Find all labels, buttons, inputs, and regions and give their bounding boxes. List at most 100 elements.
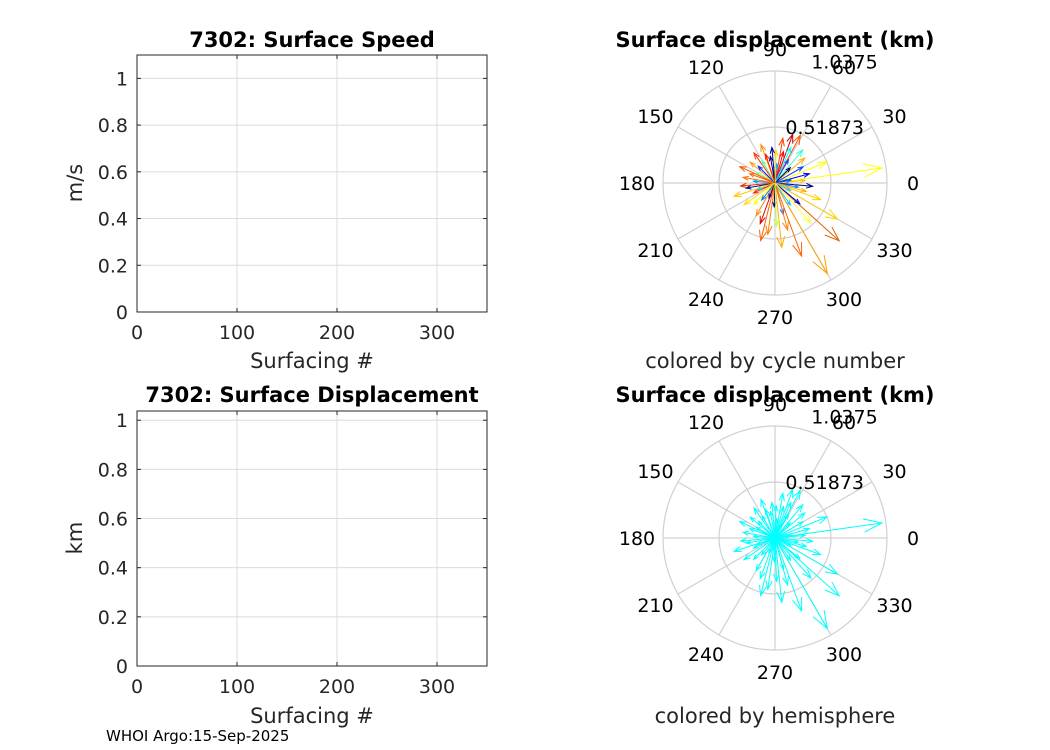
displacement-arrowhead (800, 542, 808, 548)
speed-plot-area (137, 55, 487, 312)
displacement-arrowhead (760, 195, 767, 202)
displacement-arrow (743, 531, 776, 539)
x-tick-label: 200 (319, 322, 355, 344)
displacement-arrow (739, 166, 776, 184)
displacement-arrow (733, 537, 776, 552)
displacement-arrowhead (738, 165, 747, 172)
displacement-arrowhead (785, 166, 792, 173)
speed-y-ticks: 0 0.2 0.4 0.6 0.8 1 (98, 68, 487, 324)
displacement-arrow (753, 152, 776, 184)
displacement-arrow (774, 182, 783, 248)
displacement-arrow (774, 493, 784, 539)
displacement-arrowhead (768, 154, 774, 162)
speed-x-ticks: 0 100 200 300 (131, 55, 455, 344)
displacement-arrow (769, 156, 776, 184)
displacement-arrow (774, 182, 778, 227)
displacement-arrowhead (793, 539, 800, 544)
displacement-arrowhead (759, 229, 768, 243)
radial-tick-label: 0.51873 (785, 472, 864, 494)
displacement-arrowhead (802, 172, 811, 178)
displacement-arrowhead (752, 189, 759, 194)
theta-tick-label: 30 (882, 106, 906, 128)
displacement-arrowhead (792, 597, 803, 613)
displacement-arrow (774, 157, 806, 184)
displacement-arrowhead (768, 547, 773, 555)
displacement-arrowhead (792, 134, 802, 146)
displacement-arrowhead (757, 165, 763, 171)
displacement-arrow (774, 537, 801, 560)
displacement-arrowhead (798, 157, 806, 165)
theta-tick-label: 330 (876, 595, 912, 617)
displacement-arrow (765, 509, 776, 539)
displacement-arrowhead (752, 554, 759, 561)
displacement-arrow (767, 182, 776, 235)
y-tick-label: 0.4 (98, 558, 128, 580)
displacement-arrow (774, 182, 821, 201)
displacement-arrowhead (760, 498, 767, 507)
displacement-arrow (761, 182, 776, 201)
displacement-arrow (740, 182, 776, 187)
displacement-arrowhead (795, 503, 804, 513)
theta-tick-label: 210 (637, 240, 673, 262)
displacement-arrowhead (812, 255, 829, 275)
displacement-arrowhead (800, 187, 808, 193)
displacement-arrow (774, 182, 791, 206)
displacement-arrow (774, 537, 840, 597)
theta-tick-label: 240 (688, 289, 724, 311)
displacement-arrowhead (786, 132, 794, 144)
displacement-arrowhead (862, 163, 884, 178)
x-tick-label: 200 (319, 676, 355, 698)
displacement-arrow (774, 182, 838, 220)
polar-hemisphere-panel: Surface displacement (km) 0 30 60 90 120 150 1… (615, 383, 934, 728)
displacement-arrow (774, 138, 784, 184)
displacement-arrowhead (741, 530, 749, 536)
displacement-arrow (774, 161, 828, 184)
displacement-arrow (757, 165, 776, 184)
theta-tick-label: 300 (826, 644, 862, 666)
theta-tick-label: 240 (688, 644, 724, 666)
displacement-arrowhead (752, 544, 759, 549)
y-tick-label: 0.2 (98, 255, 128, 277)
displacement-arrow (774, 522, 882, 539)
radial-tick-label: 0.51873 (785, 117, 864, 139)
theta-tick-label: 60 (832, 412, 856, 434)
displacement-arrowhead (794, 198, 801, 205)
theta-tick-label: 0 (907, 173, 919, 195)
displacement-arrow (743, 537, 776, 561)
displacement-arrow (774, 537, 803, 612)
displacement-arrowhead (732, 191, 742, 198)
displacement-arrowhead (802, 568, 813, 580)
displacement-arrow (733, 182, 776, 197)
x-tick-label: 300 (419, 322, 455, 344)
displacement-arrow (771, 502, 776, 539)
displacement-arrow (757, 520, 776, 539)
displacement-arrowhead (738, 520, 747, 527)
theta-tick-label: 180 (619, 173, 655, 195)
y-tick-label: 1 (116, 68, 128, 90)
displacement-arrowhead (749, 161, 756, 168)
displacement-arrow (743, 182, 776, 206)
polar-cycle-arrows (732, 132, 884, 275)
displacement-arrowhead (759, 215, 766, 225)
displacement-arrow (774, 167, 791, 184)
displacement-arrow (774, 182, 812, 224)
displacement-arrow (740, 537, 776, 542)
theta-tick-label: 300 (826, 289, 862, 311)
speed-grid (137, 55, 487, 312)
displacement-arrow (774, 149, 804, 184)
displacement-arrowhead (805, 537, 815, 544)
displacement-arrowhead (792, 242, 803, 258)
speed-panel: 7302: Surface Speed 0 100 200 300 0 0.2 0.4 0.… (63, 28, 488, 373)
displacement-y-label: km (63, 522, 87, 555)
displacement-arrowhead (741, 175, 749, 181)
x-tick-label: 300 (419, 676, 455, 698)
y-tick-label: 0.8 (98, 115, 128, 137)
displacement-arrowhead (753, 151, 760, 160)
displacement-arrow (774, 502, 792, 539)
displacement-arrowhead (769, 146, 776, 154)
theta-tick-label: 150 (637, 106, 673, 128)
theta-tick-label: 270 (757, 662, 793, 684)
displacement-arrow (774, 537, 813, 542)
displacement-arrowhead (759, 570, 766, 580)
displacement-arrowhead (778, 136, 785, 147)
